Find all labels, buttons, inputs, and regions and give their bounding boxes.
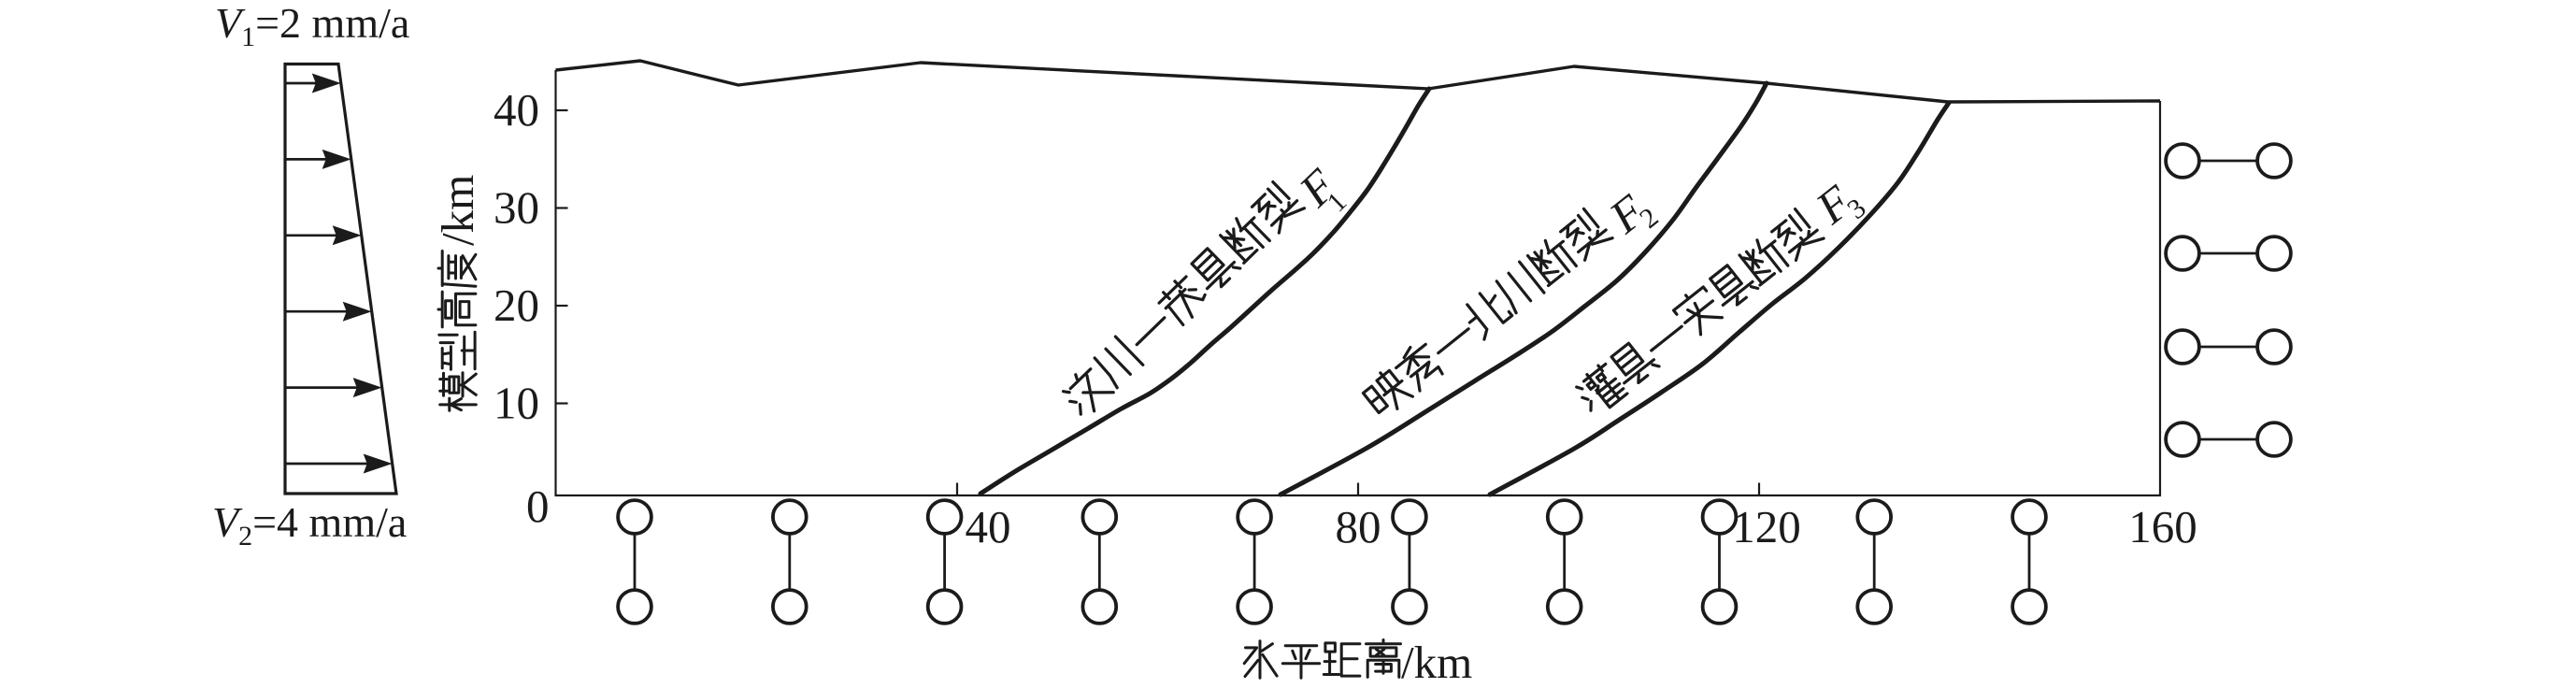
svg-text:80: 80 (1336, 501, 1381, 552)
svg-text:V1=2 mm/a: V1=2 mm/a (215, 0, 409, 52)
svg-text:0: 0 (526, 480, 550, 532)
svg-text:160: 160 (2128, 501, 2197, 552)
svg-text:40: 40 (494, 84, 539, 136)
svg-text:30: 30 (494, 182, 539, 234)
svg-text:10: 10 (494, 378, 539, 429)
svg-text:/km: /km (1401, 637, 1472, 688)
svg-text:40: 40 (966, 501, 1011, 552)
svg-text:V2=4 mm/a: V2=4 mm/a (212, 498, 407, 552)
svg-text:120: 120 (1732, 501, 1801, 552)
svg-text:20: 20 (494, 280, 539, 331)
svg-text:/km: /km (432, 175, 483, 246)
